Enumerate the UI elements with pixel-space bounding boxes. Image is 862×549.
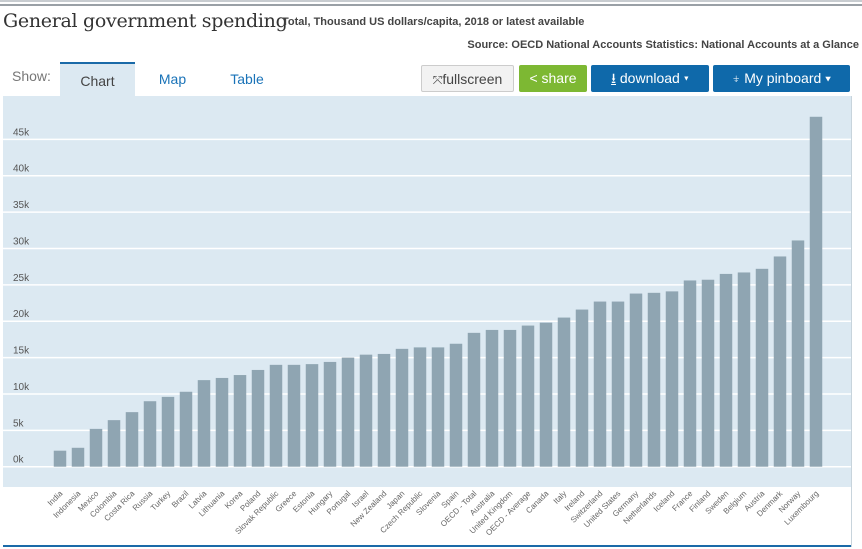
bar [647,292,661,467]
bar [467,332,481,467]
bar [449,343,463,467]
y-tick-label: 0k [13,455,25,466]
bar [701,279,715,467]
bar [305,364,319,467]
expand-icon: ⤧ [432,73,443,87]
show-label: Show: [12,68,51,84]
y-tick-label: 25k [13,273,30,284]
bar [665,291,679,467]
fullscreen-button[interactable]: ⤧fullscreen [421,65,514,92]
bar [521,325,535,467]
bar [737,272,751,467]
x-tick-label: Brazil [170,489,191,510]
bar [359,354,373,467]
page-subtitle: Total, Thousand US dollars/capita, 2018 … [282,16,585,28]
bar [431,347,445,467]
bar [413,347,427,467]
tab-map[interactable]: Map [158,71,187,87]
right-border [851,96,852,547]
bar [71,447,85,467]
page-title: General government spending [3,10,288,32]
bar [89,428,103,467]
bar [377,353,391,467]
bar [323,361,337,467]
pin-icon: ⍖ [731,70,741,86]
bar [215,377,229,467]
source-note: Source: OECD National Accounts Statistic… [467,39,859,51]
bar [107,420,121,467]
bar [755,268,769,467]
bar [269,364,283,467]
y-tick-label: 45k [13,127,30,138]
y-tick-label: 35k [13,200,30,211]
bar [557,317,571,467]
bar [179,391,193,467]
y-tick-label: 5k [13,418,25,429]
tab-table[interactable]: Table [230,71,264,87]
bar [341,357,355,467]
bar [809,116,823,467]
bar [593,301,607,467]
bar [611,301,625,467]
bar [143,401,157,467]
bar [683,280,697,467]
bar [287,364,301,467]
bar [485,329,499,467]
x-axis-area [3,487,851,545]
bar [773,256,787,467]
bar [251,369,265,467]
bar [575,309,589,467]
share-icon: < [529,70,538,86]
bottom-border [3,545,851,547]
bar [125,412,139,467]
bar [233,375,247,467]
y-tick-label: 15k [13,346,30,357]
bar [395,348,409,467]
top-border [0,0,862,6]
download-button[interactable]: ⭳ download ▾ [591,65,709,92]
bar [719,273,733,467]
bar [161,396,175,467]
bar [53,450,67,467]
bar [539,322,553,467]
x-tick-label: Turkey [149,489,172,512]
tab-chart[interactable]: Chart [60,62,135,96]
bar [791,240,805,467]
bar [503,329,517,467]
bar [629,293,643,467]
bar [197,380,211,467]
y-tick-label: 30k [13,236,30,247]
y-tick-label: 40k [13,164,30,175]
pinboard-button[interactable]: ⍖ My pinboard ▾ [713,65,850,92]
y-tick-label: 10k [13,382,30,393]
share-button[interactable]: < share [519,65,587,92]
y-tick-label: 20k [13,309,30,320]
download-icon: ⭳ [611,70,616,86]
